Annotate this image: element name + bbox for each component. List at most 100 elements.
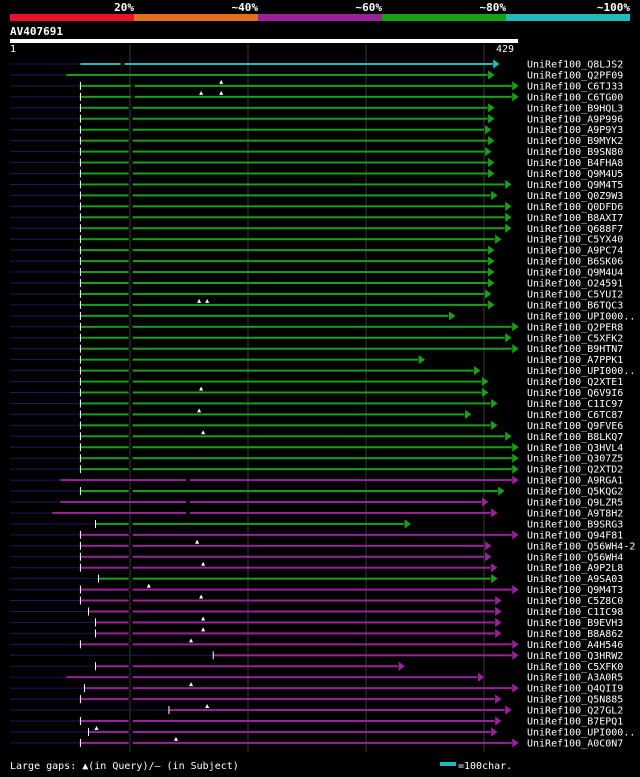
hit-name-label[interactable]: UniRef100_A3A0R5 (527, 673, 623, 684)
hit-row[interactable]: UniRef100_B9HTN7 (10, 343, 623, 356)
hit-name-label[interactable]: UniRef100_C6TJ33 (527, 81, 623, 92)
hit-row[interactable]: UniRef100_B9SRG3 (10, 518, 623, 531)
hit-name-label[interactable]: UniRef100_Q56WH4 (527, 552, 623, 563)
hit-row[interactable]: UniRef100_B4FHA8 (10, 157, 623, 170)
hit-name-label[interactable]: UniRef100_C1IC97 (527, 399, 623, 410)
hit-name-label[interactable]: UniRef100_A9SA03 (527, 574, 623, 585)
hit-name-label[interactable]: UniRef100_Q5KQG2 (527, 487, 623, 498)
hit-name-label[interactable]: UniRef100_UPI000.. (527, 727, 635, 738)
hit-name-label[interactable]: UniRef100_B9SRG3 (527, 519, 623, 530)
hit-row[interactable]: UniRef100_A9PC74 (10, 244, 623, 257)
hit-row[interactable]: UniRef100_Q9M4U5 (10, 168, 623, 181)
hit-name-label[interactable]: UniRef100_Q9M4U5 (527, 169, 623, 180)
hit-row[interactable]: UniRef100_C5YUI2 (10, 288, 623, 301)
hit-name-label[interactable]: UniRef100_C5Z8C0 (527, 596, 623, 607)
hit-row[interactable]: UniRef100_B9SN80 (10, 146, 623, 159)
hit-row[interactable]: UniRef100_Q56WH4 (10, 551, 623, 564)
hit-name-label[interactable]: UniRef100_A9P2L8 (527, 563, 623, 574)
hit-row[interactable]: UniRef100_B8AXI7 (10, 211, 623, 224)
hit-row[interactable]: UniRef100_Q56WH4-2 (10, 539, 635, 553)
hit-row[interactable]: UniRef100_Q27GL2 (10, 704, 623, 717)
hit-row[interactable]: UniRef100_C5XFK0 (10, 660, 623, 673)
hit-name-label[interactable]: UniRef100_A4H546 (527, 640, 623, 651)
hit-row[interactable]: UniRef100_B7EPQ1 (10, 715, 623, 728)
hit-name-label[interactable]: UniRef100_B9SN80 (527, 147, 623, 158)
hit-row[interactable]: UniRef100_UPI000.. (10, 365, 635, 378)
hit-name-label[interactable]: UniRef100_C6TC87 (527, 410, 623, 421)
hit-row[interactable]: UniRef100_Q94F81 (10, 529, 623, 542)
hit-row[interactable]: UniRef100_B9MYK2 (10, 135, 623, 148)
hit-name-label[interactable]: UniRef100_Q27GL2 (527, 706, 623, 717)
hit-row[interactable]: UniRef100_Q9M4T5 (10, 178, 623, 191)
hit-row[interactable]: UniRef100_A4H546 (10, 638, 623, 651)
hit-name-label[interactable]: UniRef100_Q0DFD6 (527, 202, 623, 213)
hit-row[interactable]: UniRef100_B8LKQ7 (10, 430, 623, 443)
hit-row[interactable]: UniRef100_Q0Z9W3 (10, 189, 623, 202)
hit-row[interactable]: UniRef100_Q9LZR5 (10, 496, 623, 509)
hit-name-label[interactable]: UniRef100_UPI000.. (527, 366, 635, 377)
hit-name-label[interactable]: UniRef100_B6SK06 (527, 257, 623, 268)
hit-name-label[interactable]: UniRef100_C5YUI2 (527, 289, 623, 300)
hit-row[interactable]: UniRef100_A0C0N7 (10, 736, 623, 750)
hit-row[interactable]: UniRef100_A9P996 (10, 113, 623, 126)
hit-name-label[interactable]: UniRef100_Q2XTD2 (527, 465, 623, 476)
hit-row[interactable]: UniRef100_Q9M4T3 (10, 583, 623, 597)
hit-name-label[interactable]: UniRef100_Q2XTE1 (527, 377, 623, 388)
hit-row[interactable]: UniRef100_C5YX40 (10, 233, 623, 246)
hit-name-label[interactable]: UniRef100_Q3HRW2 (527, 651, 623, 662)
hit-row[interactable]: UniRef100_Q9FVE6 (10, 419, 623, 432)
hit-name-label[interactable]: UniRef100_Q0Z9W3 (527, 191, 623, 202)
hit-row[interactable]: UniRef100_B9HQL3 (10, 102, 623, 115)
hit-name-label[interactable]: UniRef100_B9HTN7 (527, 344, 623, 355)
hit-name-label[interactable]: UniRef100_UPI000.. (527, 311, 635, 322)
hit-name-label[interactable]: UniRef100_C5XFK2 (527, 333, 623, 344)
hit-row[interactable]: UniRef100_B6TQC3 (10, 298, 623, 312)
hit-name-label[interactable]: UniRef100_Q94F81 (527, 530, 623, 541)
hit-name-label[interactable]: UniRef100_A9PC74 (527, 246, 623, 257)
hit-name-label[interactable]: UniRef100_A9RGA1 (527, 476, 623, 487)
hit-row[interactable]: UniRef100_A9P9Y3 (10, 124, 623, 137)
hit-row[interactable]: UniRef100_A9T8H2 (10, 507, 623, 520)
hit-name-label[interactable]: UniRef100_B6TQC3 (527, 300, 623, 311)
hit-name-label[interactable]: UniRef100_Q8LJS2 (527, 60, 623, 71)
hit-row[interactable]: UniRef100_B6SK06 (10, 255, 623, 268)
hit-name-label[interactable]: UniRef100_C6TG00 (527, 92, 623, 103)
hit-name-label[interactable]: UniRef100_O24591 (527, 279, 623, 290)
hit-row[interactable]: UniRef100_A9SA03 (10, 573, 623, 586)
hit-row[interactable]: UniRef100_C1IC97 (10, 397, 623, 410)
hit-row[interactable]: UniRef100_UPI000.. (10, 725, 635, 739)
hit-name-label[interactable]: UniRef100_C1IC98 (527, 607, 623, 618)
hit-name-label[interactable]: UniRef100_Q5N885 (527, 695, 623, 706)
hit-name-label[interactable]: UniRef100_Q6V9I6 (527, 388, 623, 399)
hit-name-label[interactable]: UniRef100_Q56WH4-2 (527, 541, 635, 552)
hit-name-label[interactable]: UniRef100_A9T8H2 (527, 508, 623, 519)
hit-row[interactable]: UniRef100_B9EVH3 (10, 616, 623, 629)
hit-name-label[interactable]: UniRef100_Q9M4T3 (527, 585, 623, 596)
hit-row[interactable]: UniRef100_A7PPK1 (10, 354, 623, 367)
hit-name-label[interactable]: UniRef100_A9P9Y3 (527, 125, 623, 136)
hit-name-label[interactable]: UniRef100_Q9M4T5 (527, 180, 623, 191)
hit-row[interactable]: UniRef100_Q307Z5 (10, 452, 623, 465)
hit-name-label[interactable]: UniRef100_B7EPQ1 (527, 717, 623, 728)
hit-name-label[interactable]: UniRef100_C5XFK0 (527, 662, 623, 673)
hit-row[interactable]: UniRef100_B8A862 (10, 627, 623, 640)
hit-row[interactable]: UniRef100_A9P2L8 (10, 561, 623, 575)
hit-row[interactable]: UniRef100_C6TJ33 (10, 79, 623, 93)
hit-name-label[interactable]: UniRef100_B8LKQ7 (527, 432, 623, 443)
hit-name-label[interactable]: UniRef100_Q4QII9 (527, 684, 623, 695)
hit-name-label[interactable]: UniRef100_Q2PF09 (527, 70, 623, 81)
hit-row[interactable]: UniRef100_A9RGA1 (10, 474, 623, 487)
hit-row[interactable]: UniRef100_O24591 (10, 277, 623, 290)
hit-row[interactable]: UniRef100_Q0DFD6 (10, 200, 623, 213)
hit-name-label[interactable]: UniRef100_B9EVH3 (527, 618, 623, 629)
hit-row[interactable]: UniRef100_C5Z8C0 (10, 594, 623, 608)
hit-name-label[interactable]: UniRef100_Q2PER8 (527, 322, 623, 333)
hit-name-label[interactable]: UniRef100_Q9M4U4 (527, 268, 623, 279)
hit-name-label[interactable]: UniRef100_B4FHA8 (527, 158, 623, 169)
hit-name-label[interactable]: UniRef100_C5YX40 (527, 235, 623, 246)
hit-name-label[interactable]: UniRef100_Q307Z5 (527, 454, 623, 465)
hit-row[interactable]: UniRef100_Q8LJS2 (10, 58, 623, 71)
hit-name-label[interactable]: UniRef100_A9P996 (527, 114, 623, 125)
hit-name-label[interactable]: UniRef100_B9HQL3 (527, 103, 623, 114)
hit-row[interactable]: UniRef100_C1IC98 (10, 606, 623, 619)
